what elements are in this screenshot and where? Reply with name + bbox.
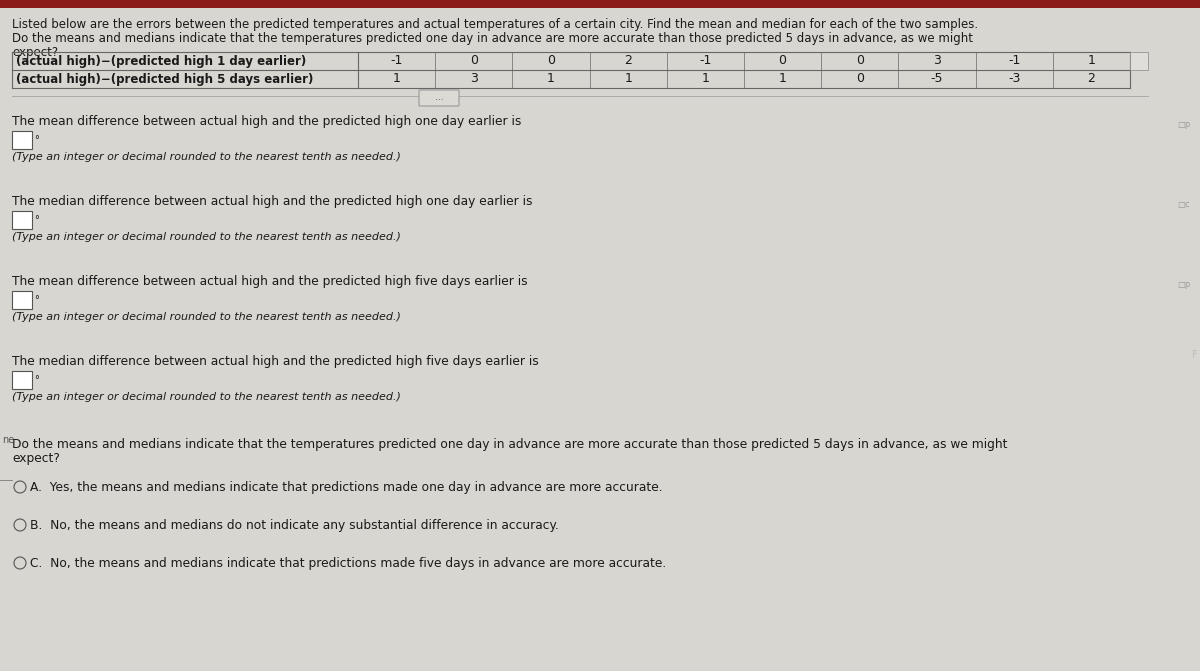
Text: 1: 1: [1087, 54, 1096, 68]
Bar: [12, 131, 32, 149]
Text: 0: 0: [779, 54, 787, 68]
Text: Do the means and medians indicate that the temperatures predicted one day in adv: Do the means and medians indicate that t…: [12, 438, 1008, 451]
Text: (Type an integer or decimal rounded to the nearest tenth as needed.): (Type an integer or decimal rounded to t…: [12, 392, 401, 402]
Bar: [0, 0, 1200, 8]
Text: 2: 2: [624, 54, 632, 68]
Text: The median difference between actual high and the predicted high one day earlier: The median difference between actual hig…: [12, 195, 533, 208]
Text: □p: □p: [1177, 120, 1190, 129]
Text: expect?: expect?: [12, 452, 60, 465]
Text: 1: 1: [392, 72, 401, 85]
Text: °: °: [34, 135, 38, 145]
Text: The mean difference between actual high and the predicted high one day earlier i: The mean difference between actual high …: [12, 115, 521, 128]
Text: 1: 1: [779, 72, 786, 85]
Text: °: °: [34, 295, 38, 305]
Text: ...: ...: [434, 93, 443, 103]
Bar: [1130, 52, 1148, 70]
Text: expect?: expect?: [12, 46, 58, 59]
Text: □p: □p: [1177, 280, 1190, 289]
Text: The median difference between actual high and the predicted high five days earli: The median difference between actual hig…: [12, 355, 539, 368]
Text: (actual high)−(predicted high 5 days earlier): (actual high)−(predicted high 5 days ear…: [16, 72, 313, 85]
Text: 1: 1: [624, 72, 632, 85]
Text: (Type an integer or decimal rounded to the nearest tenth as needed.): (Type an integer or decimal rounded to t…: [12, 152, 401, 162]
Text: -1: -1: [700, 54, 712, 68]
Text: 3: 3: [934, 54, 941, 68]
Bar: [12, 371, 32, 389]
Text: Do the means and medians indicate that the temperatures predicted one day in adv: Do the means and medians indicate that t…: [12, 32, 973, 45]
Text: 0: 0: [547, 54, 554, 68]
Text: °: °: [34, 375, 38, 385]
Text: B.  No, the means and medians do not indicate any substantial difference in accu: B. No, the means and medians do not indi…: [30, 519, 559, 531]
Text: 3: 3: [470, 72, 478, 85]
Text: 0: 0: [856, 54, 864, 68]
Text: -1: -1: [390, 54, 403, 68]
Bar: [12, 291, 32, 309]
FancyBboxPatch shape: [419, 90, 458, 106]
Text: 0: 0: [470, 54, 478, 68]
Text: -1: -1: [1008, 54, 1020, 68]
Text: 0: 0: [856, 72, 864, 85]
Text: 2: 2: [1087, 72, 1096, 85]
Text: -5: -5: [931, 72, 943, 85]
Text: The mean difference between actual high and the predicted high five days earlier: The mean difference between actual high …: [12, 275, 528, 288]
Text: (Type an integer or decimal rounded to the nearest tenth as needed.): (Type an integer or decimal rounded to t…: [12, 312, 401, 322]
Text: -3: -3: [1008, 72, 1020, 85]
Text: Listed below are the errors between the predicted temperatures and actual temper: Listed below are the errors between the …: [12, 18, 978, 31]
Text: °: °: [34, 215, 38, 225]
Text: 1: 1: [547, 72, 554, 85]
Text: C.  No, the means and medians indicate that predictions made five days in advanc: C. No, the means and medians indicate th…: [30, 556, 666, 570]
Text: (Type an integer or decimal rounded to the nearest tenth as needed.): (Type an integer or decimal rounded to t…: [12, 232, 401, 242]
Text: ne: ne: [2, 435, 14, 445]
Text: A.  Yes, the means and medians indicate that predictions made one day in advance: A. Yes, the means and medians indicate t…: [30, 480, 662, 493]
Text: 1: 1: [702, 72, 709, 85]
Text: □c: □c: [1177, 200, 1190, 209]
Text: F: F: [1192, 350, 1198, 360]
Text: (actual high)−(predicted high 1 day earlier): (actual high)−(predicted high 1 day earl…: [16, 54, 306, 68]
Bar: [12, 211, 32, 229]
